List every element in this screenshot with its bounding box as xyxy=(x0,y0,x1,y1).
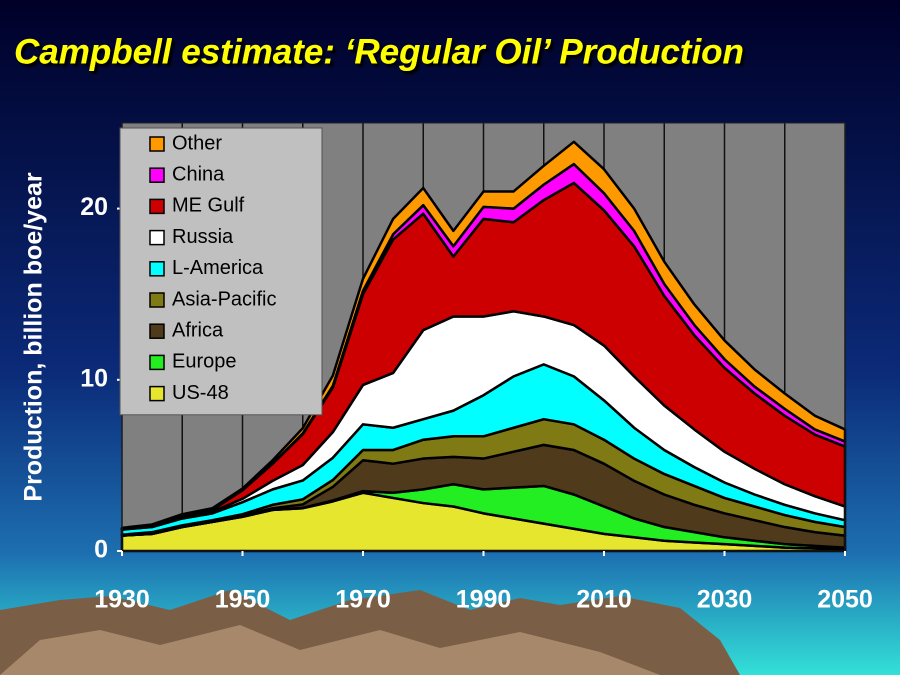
legend-label: China xyxy=(172,163,225,185)
x-tick-label: 1930 xyxy=(94,586,150,614)
y-tick-label: 20 xyxy=(80,193,108,221)
legend-label: Europe xyxy=(172,351,237,373)
legend-swatch xyxy=(149,261,165,277)
legend-swatch xyxy=(149,292,165,308)
legend-label: Russia xyxy=(172,226,234,248)
x-tick-label: 1950 xyxy=(215,586,271,614)
y-axis-label: Production, billion boe/year xyxy=(20,172,48,501)
legend-swatch xyxy=(149,229,165,246)
legend-label: Other xyxy=(172,132,222,154)
x-tick-label: 2010 xyxy=(576,586,632,614)
y-tick-label: 10 xyxy=(80,364,108,392)
legend-swatch xyxy=(149,354,165,371)
legend-label: Asia-Pacific xyxy=(172,288,276,310)
legend-swatch xyxy=(149,167,165,183)
legend-swatch xyxy=(149,323,165,339)
plot: 0 10 20 1930 1950 1970 1990 2010 2030 2050 Other Ch… xyxy=(80,122,873,614)
legend-swatch xyxy=(149,136,165,152)
y-tick-label: 0 xyxy=(94,536,108,564)
legend-label: L-America xyxy=(172,257,264,279)
legend-label: US-48 xyxy=(172,382,229,404)
chart-title: Campbell estimate: ‘Regular Oil’ Product… xyxy=(14,32,744,71)
x-tick-label: 1990 xyxy=(456,586,512,614)
legend-swatch xyxy=(149,198,165,215)
x-tick-label: 2030 xyxy=(697,586,753,614)
legend-label: ME Gulf xyxy=(172,195,245,217)
legend-label: Africa xyxy=(172,319,224,341)
x-tick-label: 1970 xyxy=(335,586,391,614)
mountains-front xyxy=(0,625,660,675)
legend-swatch xyxy=(149,385,165,402)
x-tick-label: 2050 xyxy=(817,586,873,614)
